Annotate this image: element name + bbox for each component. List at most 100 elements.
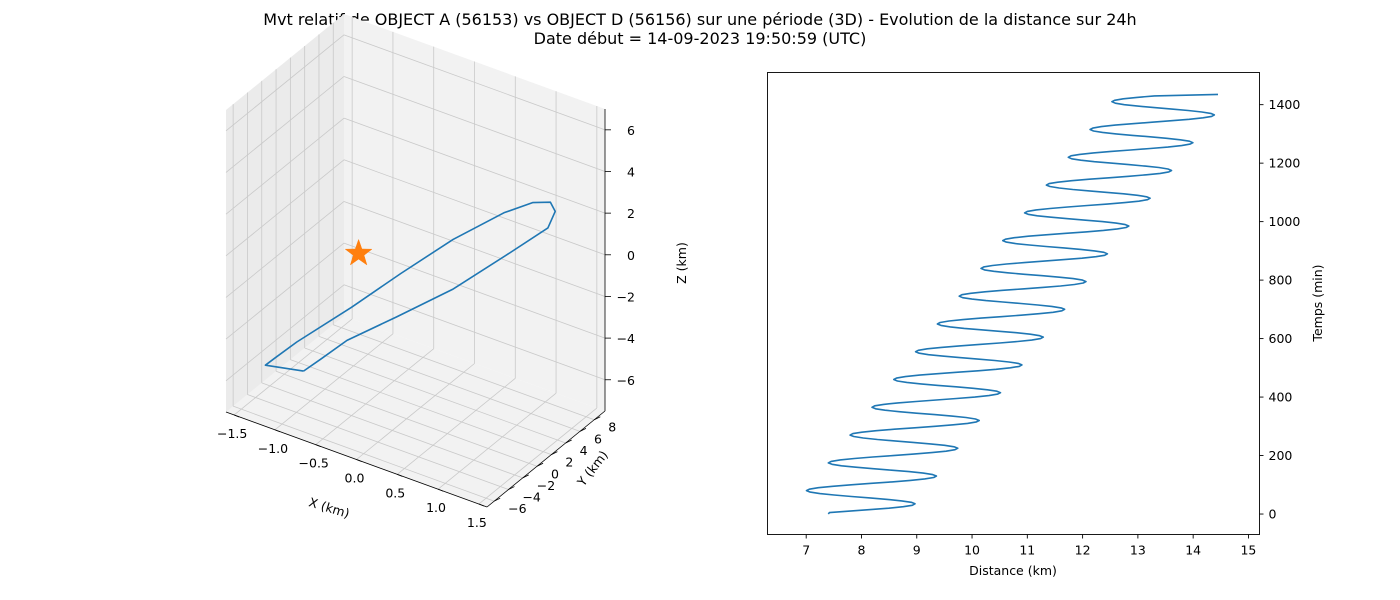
grid-line [275,370,538,467]
tick-label: −6 [508,501,526,516]
y-tick-label: 1200 [1269,156,1301,171]
y-tick-label: 1000 [1269,214,1301,229]
tick-label: 1.5 [467,515,487,530]
tick-label: 0.0 [345,471,365,486]
grid-line [225,284,345,382]
x-axis-ticks: 7 8 9 10 11 12 13 14 15 [802,534,1256,558]
tick-label: 1.0 [426,500,446,515]
grid-line [343,284,606,381]
grid-line [261,382,523,479]
grid-line [233,405,495,502]
tick-label: −1.0 [258,441,288,456]
grid-line [225,76,345,173]
x-tick-label: 11 [1019,543,1035,558]
tick-mark [551,451,558,455]
tick-mark [522,474,529,479]
grid-line [225,242,345,340]
grid-line [343,201,606,297]
star-marker [344,238,373,266]
trajectory-3d [264,201,557,372]
tick-label: 6 [594,431,602,446]
grid-line [225,117,345,215]
y-axis-line [486,410,606,508]
tick-mark [594,416,601,421]
axes-3d-ticks: −1.5−1.0−0.50.00.51.01.5−6−4−202468−6−4−… [217,123,635,530]
grid-line [343,159,606,256]
tick-label: −1.5 [217,426,247,441]
x-tick-label: 13 [1130,543,1146,558]
tick-label: 2 [565,455,573,470]
tick-label: 4 [627,164,635,179]
plot-3d: −1.5−1.0−0.50.00.51.01.5−6−4−202468−6−4−… [217,14,689,530]
tick-mark [478,503,484,507]
grid-line [290,359,552,456]
tick-label: −0.5 [299,456,329,471]
tick-label: 0 [627,248,635,263]
grid-line [356,363,475,460]
grid-line [318,335,581,432]
distance-curve [805,93,1219,515]
tick-mark [536,462,544,467]
y-tick-label: 400 [1269,390,1293,405]
grid-line [343,76,606,172]
tick-label: 4 [580,443,588,458]
tick-label: 8 [608,420,616,435]
y-tick-label: 0 [1269,507,1277,522]
x-axis-label-2d: Distance (km) [969,563,1057,578]
tick-label: 2 [627,206,635,221]
tick-mark [397,473,403,477]
tick-mark [437,488,444,492]
tick-label: −2 [537,478,555,493]
tick-label: 6 [627,123,635,138]
y-tick-label: 600 [1269,331,1293,346]
y-axis-ticks: 0 200 400 600 800 1000 1200 1400 [1259,97,1301,522]
tick-mark [565,439,572,444]
y-axis-label-2d: Temps (min) [1310,264,1325,342]
tick-mark [493,497,501,502]
trajectory-line [264,201,557,372]
x-tick-label: 10 [964,543,980,558]
grid-line [343,34,606,131]
plot-distance-time: 7 8 9 10 11 12 13 14 15 0 200 400 600 800 1000 1200 140… [767,72,1325,578]
tick-mark [315,444,321,448]
grid-line [478,407,598,505]
chart-subtitle: Date début = 14-09-2023 19:50:59 (UTC) [534,29,867,48]
tick-label: −4 [522,490,540,505]
tick-mark [274,429,281,433]
grid-line [233,318,353,416]
star-icon [344,238,373,266]
grid-line [247,394,509,490]
tick-mark [508,486,515,490]
grid-line [333,324,595,421]
grid-line [225,34,345,132]
grid-line [397,378,516,475]
tick-label: −6 [617,373,635,388]
z-axis-label: Z (km) [674,242,689,284]
y-tick-label: 200 [1269,448,1293,463]
tick-mark [356,459,362,462]
axes-3d-panes [226,14,605,507]
x-axis-label: X (km) [307,494,351,521]
x-tick-label: 8 [858,543,866,558]
plot-frame [767,72,1260,535]
chart-title: Mvt relatif de OBJECT A (56153) vs OBJEC… [263,10,1136,29]
grid-line [315,348,434,445]
grid-line [225,201,345,298]
x-tick-label: 7 [802,543,810,558]
grid-line [304,347,566,444]
tick-label: 0.5 [385,485,405,500]
tick-label: −2 [617,289,635,304]
left-wall-pane [226,14,344,412]
x-tick-label: 15 [1240,543,1256,558]
x-tick-label: 9 [913,543,921,558]
y-tick-label: 1400 [1269,97,1301,112]
axes-3d-grid [225,16,606,505]
grid-line [274,333,394,431]
tick-mark [234,414,240,418]
grid-line [343,242,606,339]
x-tick-label: 14 [1185,543,1201,558]
tick-mark [579,428,587,432]
x-tick-label: 12 [1075,543,1091,558]
tick-label: −4 [617,331,635,346]
